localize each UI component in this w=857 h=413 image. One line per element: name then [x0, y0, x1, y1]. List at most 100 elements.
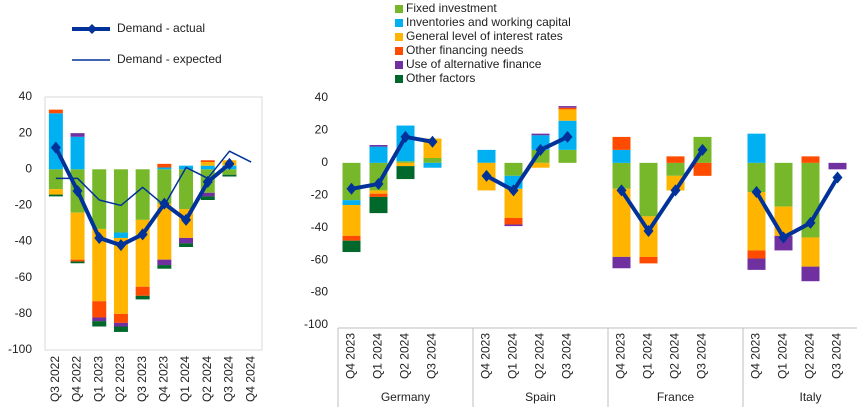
bar-segment	[747, 133, 766, 163]
bar-segment	[48, 194, 63, 197]
bar-segment	[70, 259, 85, 262]
legend-swatch	[395, 75, 403, 83]
line-marker	[481, 169, 492, 182]
x-tick-label: Q3 2024	[560, 333, 574, 379]
bar-segment	[558, 107, 577, 110]
line	[485, 135, 569, 193]
x-tick-label: Q2 2024	[803, 333, 817, 379]
group-label: Spain	[525, 390, 556, 404]
bar-segment	[369, 145, 388, 147]
bar-segment	[369, 196, 388, 214]
y-tick-label: -20	[311, 187, 329, 201]
bar-segment	[396, 161, 415, 163]
bar-segment	[639, 162, 658, 217]
legend-swatch	[395, 33, 403, 41]
bar-segment	[157, 167, 172, 170]
bar-segment	[179, 169, 194, 210]
line	[55, 150, 252, 207]
x-tick-label: Q2 2024	[668, 333, 682, 379]
bar-segment	[612, 136, 631, 150]
bar-segment	[92, 228, 107, 302]
x-tick-label: Q1 2024	[776, 333, 790, 379]
x-tick-label: Q3 2024	[830, 333, 844, 379]
x-tick-label: Q1 2023	[91, 356, 105, 402]
bar-segment	[558, 106, 577, 108]
bar-segment	[423, 157, 442, 163]
x-tick-label: Q3 2024	[695, 333, 709, 379]
legend-label: Fixed investment	[406, 1, 497, 15]
bar-segment	[612, 149, 631, 163]
y-tick-label: -20	[15, 198, 33, 212]
legend-label: General level of interest rates	[406, 29, 563, 43]
legend-swatch	[395, 19, 403, 27]
bar-segment	[396, 162, 415, 167]
x-tick-label: Q4 2024	[243, 356, 257, 402]
legend-label: Inventories and working capital	[406, 15, 571, 29]
bar-segment	[423, 138, 442, 158]
x-tick-label: Q3 2024	[425, 333, 439, 379]
x-tick-label: Q3 2023	[135, 356, 149, 402]
bar-segment	[200, 160, 215, 163]
line-marker	[508, 184, 519, 197]
legend-label: Other financing needs	[406, 43, 523, 57]
bar-segment	[200, 196, 215, 201]
line-marker	[181, 213, 192, 226]
y-tick-label: -60	[15, 270, 33, 284]
bar-segment	[342, 235, 361, 241]
line-marker	[562, 130, 573, 143]
bar-segment	[157, 163, 172, 168]
bar-segment	[48, 169, 63, 190]
line-marker	[400, 130, 411, 143]
y-tick-label: 0	[321, 155, 328, 169]
legend-swatch	[395, 61, 403, 69]
x-tick-label: Q1 2024	[178, 356, 192, 402]
x-tick-label: Q1 2024	[641, 333, 655, 379]
bar-segment	[222, 169, 237, 175]
line-marker	[224, 157, 235, 170]
y-tick-label: 40	[19, 89, 33, 103]
bar-segment	[801, 266, 820, 282]
bar-segment	[113, 169, 128, 233]
bar-segment	[157, 259, 172, 266]
bar-segment	[747, 258, 766, 270]
y-tick-label: -80	[15, 306, 33, 320]
bar-segment	[801, 237, 820, 267]
line-marker	[72, 184, 83, 197]
line-marker	[778, 231, 789, 244]
bar-segment	[222, 174, 237, 177]
bar-segment	[504, 188, 523, 218]
bar-segment	[48, 109, 63, 114]
x-tick-label: Q2 2024	[398, 333, 412, 379]
line-marker	[670, 184, 681, 197]
x-tick-label: Q4 2023	[479, 333, 493, 379]
line	[619, 148, 705, 233]
bar-segment	[113, 313, 128, 323]
y-tick-label: -60	[311, 252, 329, 266]
line-marker	[697, 143, 708, 156]
x-tick-label: Q1 2024	[506, 333, 520, 379]
bar-segment	[179, 237, 194, 244]
bar-segment	[639, 256, 658, 264]
bar-segment	[774, 162, 793, 207]
legend-swatch	[395, 47, 403, 55]
bar-segment	[200, 162, 215, 166]
bar-segment	[135, 286, 150, 296]
bar-segment	[531, 133, 550, 136]
line-marker	[832, 171, 843, 184]
x-tick-label: Q4 2023	[749, 333, 763, 379]
bar-segment	[612, 188, 631, 257]
bar-segment	[666, 162, 685, 176]
bar-segment	[477, 149, 496, 163]
bar-segment	[612, 256, 631, 269]
line	[754, 176, 840, 240]
line	[351, 134, 433, 191]
line-marker	[805, 216, 816, 229]
x-tick-label: Q4 2022	[70, 356, 84, 402]
bar-segment	[396, 125, 415, 162]
y-tick-label: -40	[15, 234, 33, 248]
bar-segment	[92, 317, 107, 322]
y-tick-label: -100	[304, 317, 328, 331]
x-tick-label: Q4 2023	[614, 333, 628, 379]
bar-segment	[70, 261, 85, 264]
